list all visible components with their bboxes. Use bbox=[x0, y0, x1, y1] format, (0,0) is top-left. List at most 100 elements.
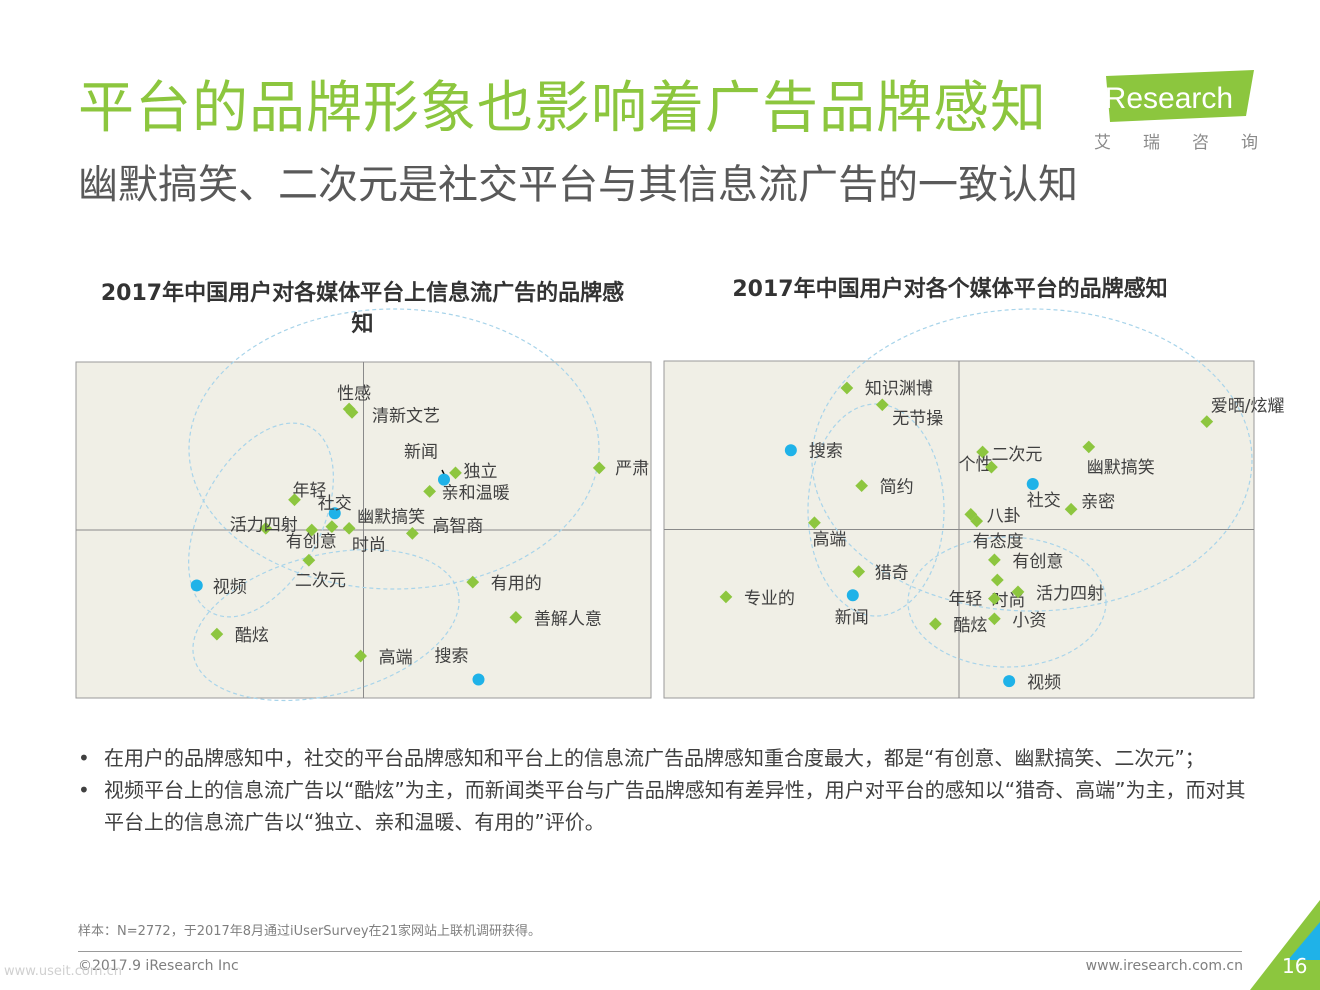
bullet-symbol: • bbox=[78, 778, 90, 802]
watermark-text: www.useit.com.cn bbox=[4, 964, 122, 979]
point-label: 有创意 bbox=[1012, 552, 1063, 572]
point-label: 时尚 bbox=[352, 536, 386, 556]
chart-title-platform-perception: 2017年中国用户对各个媒体平台的品牌感知 bbox=[732, 277, 1168, 302]
attribute-point bbox=[449, 466, 462, 480]
logo-char: 瑞 bbox=[1143, 133, 1160, 153]
attribute-point bbox=[988, 553, 1001, 567]
attribute-point bbox=[1082, 440, 1096, 454]
point-label: 善解人意 bbox=[534, 609, 602, 629]
point-label: 专业的 bbox=[744, 589, 795, 609]
point-label: 清新文艺 bbox=[372, 406, 440, 426]
point-label: 社交 bbox=[318, 494, 352, 514]
point-label: 高端 bbox=[379, 648, 413, 668]
finding-item: • 在用户的品牌感知中，社交的平台品牌感知和平台上的信息流广告品牌感知重合度最大… bbox=[78, 742, 1258, 774]
cluster-ellipse bbox=[811, 308, 1253, 612]
point-label: 小资 bbox=[1012, 611, 1046, 631]
corner-triangle-blue bbox=[1288, 922, 1320, 960]
point-label: 性感 bbox=[337, 384, 371, 404]
attribute-point bbox=[406, 526, 419, 540]
point-label: 亲和温暖 bbox=[442, 483, 510, 503]
point-label: 有态度 bbox=[973, 532, 1024, 552]
iresearch-logo: iResearch bbox=[1098, 70, 1254, 122]
attribute-point bbox=[988, 592, 1001, 605]
attribute-point bbox=[976, 445, 989, 459]
point-label: 简约 bbox=[880, 478, 914, 498]
chart-title-ad-perception: 2017年中国用户对各媒体平台上信息流广告的品牌感知 bbox=[100, 281, 625, 337]
attribute-point bbox=[1200, 415, 1214, 429]
point-label: 二次元 bbox=[295, 571, 346, 591]
point-label: 视频 bbox=[1027, 673, 1061, 693]
page-number: 16 bbox=[1282, 954, 1308, 978]
platform-point bbox=[472, 673, 485, 686]
cluster-ellipse bbox=[907, 536, 1107, 668]
point-label: 视频 bbox=[213, 577, 247, 597]
attribute-point bbox=[990, 573, 1004, 587]
point-label: 二次元 bbox=[991, 445, 1042, 465]
point-label: 活力四射 bbox=[230, 515, 298, 535]
point-label: 个性 bbox=[959, 455, 993, 475]
page-title: 平台的品牌形象也影响着广告品牌感知 bbox=[78, 76, 1047, 141]
cluster-ellipse bbox=[188, 422, 334, 618]
logo-char: 艾 bbox=[1094, 133, 1111, 153]
point-label: 年轻 bbox=[293, 481, 327, 501]
point-label: 酷炫 bbox=[953, 616, 987, 636]
point-label: 亲密 bbox=[1081, 492, 1115, 512]
cluster-ellipse bbox=[188, 308, 600, 590]
point-label: 高智商 bbox=[432, 516, 483, 536]
point-label: 高端 bbox=[812, 530, 846, 550]
finding-item: • 视频平台上的信息流广告以“酷炫”为主，而新闻类平台与广告品牌感知有差异性，用… bbox=[78, 774, 1258, 838]
attribute-point bbox=[302, 553, 316, 567]
point-label: 活力四射 bbox=[1036, 584, 1104, 604]
attribute-point bbox=[325, 520, 339, 534]
page-corner-decoration bbox=[1250, 900, 1320, 990]
point-label: 无节操 bbox=[892, 409, 943, 429]
footer-divider bbox=[78, 951, 1242, 952]
point-label: 有创意 bbox=[286, 532, 337, 552]
cluster-ellipse bbox=[807, 403, 945, 617]
logo-chinese: 艾 瑞 咨 询 bbox=[1094, 128, 1258, 153]
platform-point bbox=[846, 589, 859, 602]
logo-char: 咨 bbox=[1192, 133, 1209, 153]
point-label: 严肃 bbox=[615, 459, 649, 479]
attribute-point bbox=[855, 479, 869, 493]
logo-brand-text: iResearch bbox=[1098, 82, 1233, 115]
point-label: 有用的 bbox=[491, 574, 542, 594]
page-subtitle: 幽默搞笑、二次元是社交平台与其信息流广告的一致认知 bbox=[78, 162, 1078, 208]
attribute-point bbox=[840, 381, 854, 395]
point-label: 搜索 bbox=[809, 441, 843, 461]
point-label: 搜索 bbox=[435, 647, 469, 667]
finding-text: 视频平台上的信息流广告以“酷炫”为主，而新闻类平台与广告品牌感知有差异性，用户对… bbox=[104, 778, 1246, 834]
platform-point bbox=[328, 507, 341, 520]
point-label: 幽默搞笑 bbox=[1087, 458, 1155, 478]
platform-point bbox=[438, 473, 450, 486]
sample-note: 样本：N=2772，于2017年8月通过iUserSurvey在21家网站上联机… bbox=[78, 924, 542, 939]
point-label: 爱晒/炫耀 bbox=[1211, 397, 1285, 417]
point-label: 酷炫 bbox=[235, 626, 269, 646]
point-label: 新闻 bbox=[404, 443, 438, 463]
point-label: 猎奇 bbox=[875, 564, 909, 584]
point-label: 新闻 bbox=[835, 608, 869, 628]
point-label: 独立 bbox=[464, 462, 498, 482]
point-label: 幽默搞笑 bbox=[357, 507, 425, 527]
logo-banner-shape bbox=[1106, 70, 1254, 122]
attribute-point bbox=[345, 406, 359, 419]
logo-char: 询 bbox=[1241, 133, 1258, 153]
finding-text: 在用户的品牌感知中，社交的平台品牌感知和平台上的信息流广告品牌感知重合度最大，都… bbox=[104, 746, 1205, 770]
attribute-point bbox=[288, 493, 301, 507]
point-label: 社交 bbox=[1027, 491, 1061, 511]
findings-list: • 在用户的品牌感知中，社交的平台品牌感知和平台上的信息流广告品牌感知重合度最大… bbox=[78, 742, 1258, 838]
attribute-point bbox=[210, 627, 224, 641]
platform-point bbox=[784, 444, 797, 457]
corner-triangle-green bbox=[1250, 900, 1320, 990]
platform-point bbox=[190, 579, 203, 592]
website-link[interactable]: www.iresearch.com.cn bbox=[1085, 958, 1243, 974]
point-label: 年轻 bbox=[948, 590, 982, 610]
attribute-point bbox=[466, 575, 480, 589]
copyright-text: ©2017.9 iResearch Inc bbox=[78, 958, 239, 974]
point-label: 八卦 bbox=[987, 506, 1021, 526]
point-label: 知识渊博 bbox=[865, 379, 933, 399]
bullet-symbol: • bbox=[78, 746, 90, 770]
platform-point bbox=[1003, 675, 1016, 688]
